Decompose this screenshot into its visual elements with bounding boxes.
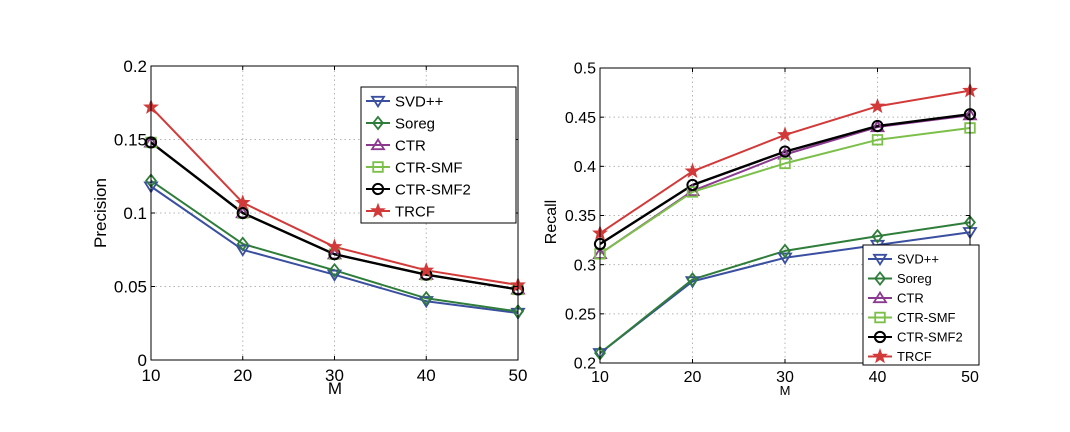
- recall-legend: SVD++ Soreg CTR CTR-SMF CTR-SMF2 TRCF: [862, 244, 980, 366]
- precision-point-trcf: [234, 194, 251, 210]
- recall-legend-label-ctr-smf: CTR-SMF: [897, 310, 956, 325]
- recall-legend-label-ctr-smf2: CTR-SMF2: [897, 330, 963, 345]
- recall-line-ctr-smf: [599, 127, 971, 255]
- precision-point-trcf: [326, 238, 343, 254]
- precision-x-axis-label: M: [328, 379, 342, 398]
- recall-y-tick-label: 0.45: [565, 110, 596, 127]
- recall-legend-marker-ctr: [872, 290, 888, 304]
- recall-point-soreg: [686, 271, 699, 287]
- precision-point-svd: [326, 269, 343, 282]
- precision-point-soreg: [328, 262, 341, 278]
- recall-point-ctr-smf: [964, 122, 976, 134]
- recall-y-tick-label: 0.2: [574, 356, 596, 373]
- recall-point-trcf: [777, 126, 793, 142]
- recall-x-tick-label: 30: [776, 369, 794, 386]
- recall-chart: 10 20 30 40 50 0.2 0.25 0.3 0.35 0.4 0.45 0.5 M Rec…: [543, 61, 980, 398]
- recall-point-ctr-smf2: [871, 119, 884, 133]
- recall-legend-marker-svd: [872, 253, 888, 267]
- recall-legend-label-ctr: CTR: [897, 291, 924, 306]
- recall-legend-label-svd: SVD++: [897, 252, 939, 267]
- precision-y-tick-label: 0.05: [114, 277, 147, 296]
- recall-y-axis-label: Recall: [543, 200, 560, 244]
- precision-ticks: 10 20 30 40 50 0 0.05 0.1 0.15 0.2: [114, 57, 528, 385]
- recall-y-tick-label: 0.4: [574, 159, 596, 176]
- precision-x-tick-label: 40: [417, 366, 436, 385]
- recall-point-trcf: [869, 98, 886, 114]
- precision-x-tick-label: 20: [233, 366, 252, 385]
- precision-y-axis-label: Precision: [91, 178, 110, 248]
- recall-x-axis-label: M: [780, 383, 791, 398]
- precision-legend-marker-soreg: [372, 115, 384, 131]
- recall-point-ctr-smf2: [778, 145, 792, 158]
- precision-x-tick-label: 10: [142, 366, 161, 385]
- recall-x-tick-label: 10: [591, 369, 609, 386]
- recall-y-tick-label: 0.3: [574, 257, 596, 274]
- recall-series-markers: [592, 82, 978, 361]
- recall-legend-label-trcf: TRCF: [897, 349, 932, 364]
- recall-x-tick-label: 40: [869, 369, 887, 386]
- recall-legend-marker-ctr-smf2: [873, 330, 887, 344]
- recall-line-soreg: [599, 221, 971, 354]
- precision-point-trcf: [418, 261, 435, 278]
- precision-legend-marker-ctr-smf: [372, 161, 384, 173]
- precision-y-tick-label: 0.1: [123, 204, 147, 223]
- precision-line-ctr-smf2: [150, 141, 519, 291]
- precision-chart: 10 20 30 40 50 0 0.05 0.1 0.15 0.2 M Precision SV…: [91, 57, 527, 398]
- precision-legend-label-ctr: CTR: [395, 137, 426, 154]
- precision-line-svd: [150, 185, 519, 314]
- recall-point-ctr-smf: [779, 157, 791, 170]
- recall-point-svd: [777, 252, 793, 265]
- recall-point-soreg: [871, 228, 884, 244]
- recall-y-tick-label: 0.35: [565, 208, 596, 225]
- precision-x-tick-label: 30: [325, 366, 344, 385]
- precision-x-tick-label: 50: [509, 366, 528, 385]
- recall-point-trcf: [684, 162, 701, 178]
- precision-legend-label-trcf: TRCF: [395, 203, 435, 220]
- precision-point-soreg: [420, 290, 433, 306]
- precision-y-tick-label: 0: [138, 351, 147, 370]
- recall-line-trcf: [599, 89, 971, 235]
- precision-legend-marker-ctr-smf2: [371, 182, 385, 196]
- recall-point-soreg: [779, 243, 791, 259]
- recall-legend-box: [862, 244, 980, 366]
- recall-legend-marker-soreg: [874, 271, 886, 286]
- recall-legend-marker-ctr-smf: [874, 311, 886, 324]
- precision-legend-label-soreg: Soreg: [395, 115, 435, 132]
- precision-point-svd: [235, 244, 251, 257]
- recall-line-ctr-smf2: [599, 113, 971, 246]
- precision-legend: SVD++ Soreg CTR CTR-SMF CTR-SMF2 TRCF: [360, 86, 517, 224]
- precision-point-ctr-smf2: [236, 206, 249, 220]
- precision-point-soreg: [236, 236, 249, 252]
- recall-point-ctr-smf: [686, 186, 699, 198]
- precision-legend-marker-ctr: [370, 137, 386, 151]
- precision-legend-label-ctr-smf2: CTR-SMF2: [395, 181, 471, 198]
- precision-legend-label-ctr-smf: CTR-SMF: [395, 159, 463, 176]
- precision-y-tick-label: 0.15: [114, 130, 147, 149]
- recall-legend-marker-trcf: [872, 348, 888, 364]
- recall-x-tick-label: 50: [961, 369, 979, 386]
- recall-y-tick-label: 0.5: [574, 61, 596, 78]
- recall-ticks: 10 20 30 40 50 0.2 0.25 0.3 0.35 0.4 0.45 0.5: [565, 61, 979, 386]
- precision-legend-box: [360, 86, 517, 224]
- precision-y-tick-label: 0.2: [123, 57, 147, 76]
- precision-legend-marker-svd: [370, 95, 386, 109]
- precision-legend-marker-trcf: [370, 202, 386, 218]
- recall-legend-label-soreg: Soreg: [897, 271, 932, 286]
- recall-y-tick-label: 0.25: [565, 306, 596, 323]
- recall-point-ctr-smf: [871, 134, 884, 146]
- precision-legend-label-svd: SVD++: [395, 93, 444, 110]
- recall-point-ctr-smf2: [686, 178, 699, 192]
- recall-x-tick-label: 20: [684, 369, 702, 386]
